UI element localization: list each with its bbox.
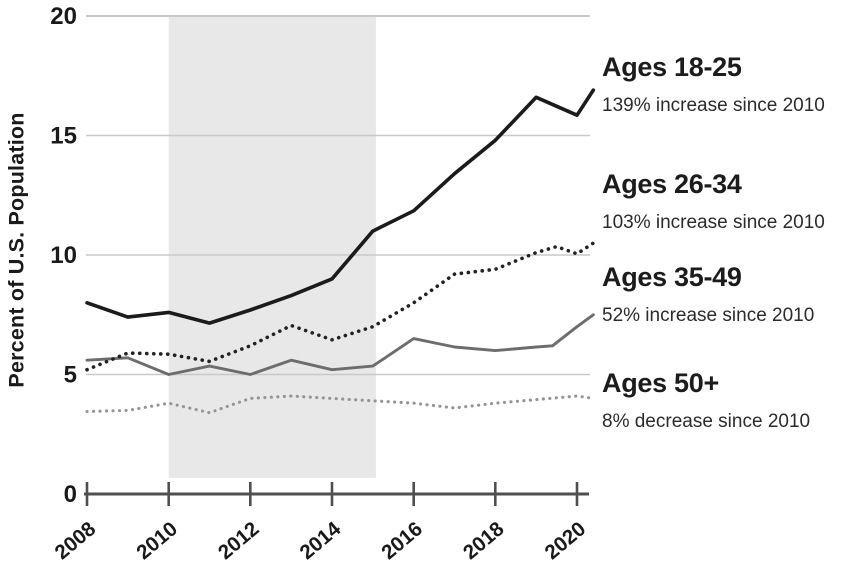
y-tick-label: 0 (64, 481, 77, 508)
line-chart-plot: 0 5 10 15 20 2008 2010 2012 2014 2016 2018 2020 (50, 3, 596, 564)
legend-entry-ages-26-34: Ages 26-34 103% increase since 2010 (602, 169, 825, 234)
series-line-ages-18-25 (85, 88, 596, 325)
y-tick-label: 15 (50, 123, 77, 150)
x-tick-label: 2014 (295, 517, 345, 564)
legend-annotation: 103% increase since 2010 (602, 212, 825, 233)
legend-annotation: 139% increase since 2010 (602, 95, 825, 116)
legend-title: Ages 50+ (602, 368, 719, 398)
series-line-ages-35-49 (85, 313, 595, 376)
legend-annotation: 52% increase since 2010 (602, 305, 815, 326)
legend-title: Ages 26-34 (602, 169, 742, 199)
legend-title: Ages 18-25 (602, 52, 742, 82)
legend-entry-ages-18-25: Ages 18-25 139% increase since 2010 (602, 52, 825, 117)
y-tick-label: 20 (50, 3, 77, 30)
series-line-ages-26-34 (85, 241, 596, 372)
y-tick-label: 5 (64, 362, 77, 389)
legend-entry-ages-35-49: Ages 35-49 52% increase since 2010 (602, 262, 814, 327)
legend-entry-ages-50plus: Ages 50+ 8% decrease since 2010 (602, 368, 810, 433)
legend-title: Ages 35-49 (602, 262, 742, 292)
x-tick-label: 2008 (50, 517, 100, 564)
x-tick-label: 2016 (377, 517, 427, 564)
series-line-ages-50- (85, 394, 595, 415)
x-tick-label: 2018 (459, 517, 509, 564)
highlight-band (168, 17, 376, 478)
x-tick-label: 2010 (132, 517, 182, 564)
x-tick-label: 2012 (214, 517, 264, 564)
y-tick-label: 10 (50, 242, 77, 269)
x-tick-label: 2020 (540, 517, 590, 564)
legend-annotation: 8% decrease since 2010 (602, 411, 811, 432)
